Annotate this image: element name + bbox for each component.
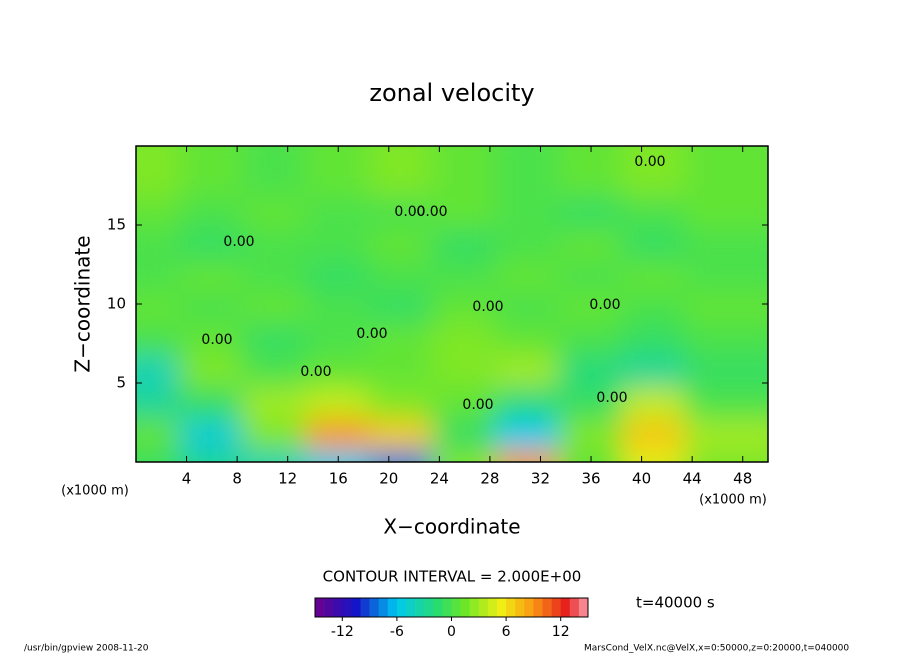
x-unit: (x1000 m) [699, 493, 767, 508]
colorbar-cell [524, 598, 534, 617]
footer-right: MarsCond_VelX.nc@VelX,x=0:50000,z=0:2000… [584, 644, 849, 654]
y-tick-label: 5 [116, 374, 126, 392]
colorbar-cell [442, 598, 452, 617]
x-tick-label: 12 [278, 470, 297, 488]
contour-label: 0.00 [356, 326, 387, 342]
colorbar-cell [324, 598, 334, 617]
time-label: t=40000 s [636, 594, 715, 612]
contour-label: 0.00 [634, 154, 665, 170]
colorbar-cell [333, 598, 343, 617]
colorbar-cell [533, 598, 543, 617]
x-tick-label: 36 [581, 470, 600, 488]
colorbar-cell [315, 598, 325, 617]
colorbar-tick-label: -12 [331, 624, 354, 640]
field-cell [684, 146, 768, 198]
y-tick-label: 10 [107, 295, 126, 313]
colorbar-cell [369, 598, 379, 617]
contour-label: 0.00 [472, 299, 503, 315]
colorbar-cell [378, 598, 389, 617]
x-tick-label: 20 [379, 470, 398, 488]
contour-label: 0.00 [596, 390, 627, 406]
x-tick-label: 44 [683, 470, 702, 488]
x-axis-label: X−coordinate [383, 515, 520, 539]
x-tick-label: 48 [733, 470, 752, 488]
colorbar-cell [360, 598, 370, 617]
colorbar-cell [542, 598, 552, 617]
x-tick-label: 16 [329, 470, 348, 488]
colorbar-cell [396, 598, 407, 617]
colorbar-cell [387, 598, 398, 617]
y-axis-label: Z−coordinate [71, 235, 95, 372]
x-tick-label: 8 [232, 470, 242, 488]
x-tick-label: 40 [632, 470, 651, 488]
colorbar-cell [460, 598, 470, 617]
field-cells [136, 146, 768, 462]
chart-title: zonal velocity [369, 79, 534, 107]
colorbar-cell [342, 598, 352, 617]
colorbar-cell [506, 598, 516, 617]
contour-label: 0.00 [394, 204, 425, 220]
contour-label: 0.00 [462, 397, 493, 413]
colorbar-cell [560, 598, 571, 617]
x-tick-label: 28 [480, 470, 499, 488]
field: 0.000.000.000.00 0.000.00 0.000.000.00 0.00… [136, 146, 768, 462]
y-unit: (x1000 m) [61, 484, 129, 499]
footer-left: /usr/bin/gpview 2008-11-20 [24, 644, 149, 654]
colorbar-cell [424, 598, 434, 617]
colorbar-cell [415, 598, 425, 617]
x-tick-label: 4 [182, 470, 192, 488]
colorbar-cell [551, 598, 561, 617]
colorbar-cell [569, 598, 580, 617]
contour-label: 0.00 [300, 364, 331, 380]
colorbar-cell [451, 598, 461, 617]
colorbar-tick-label: -6 [390, 624, 404, 640]
colorbar-cell [487, 598, 498, 617]
colorbar-cell [497, 598, 507, 617]
colorbar-cell [406, 598, 416, 617]
x-tick-label: 32 [531, 470, 550, 488]
y-tick-label: 15 [107, 216, 126, 234]
colorbar-cell [515, 598, 525, 617]
contour-label: 0.00 [416, 204, 447, 220]
contour-interval: CONTOUR INTERVAL = 2.000E+00 [323, 568, 582, 586]
colorbar-cell [469, 598, 480, 617]
colorbar-cell [478, 598, 489, 617]
colorbar-tick-label: 0 [447, 624, 456, 640]
contour-label: 0.00 [223, 234, 254, 250]
colorbar-tick-label: 12 [552, 624, 570, 640]
colorbar-tick-label: 6 [502, 624, 511, 640]
contour-label: 0.00 [201, 332, 232, 348]
contour-label: 0.00 [589, 297, 620, 313]
colorbar-cell [578, 598, 589, 617]
x-tick-label: 24 [430, 470, 449, 488]
colorbar-cell [351, 598, 361, 617]
colorbar-cell [433, 598, 443, 617]
